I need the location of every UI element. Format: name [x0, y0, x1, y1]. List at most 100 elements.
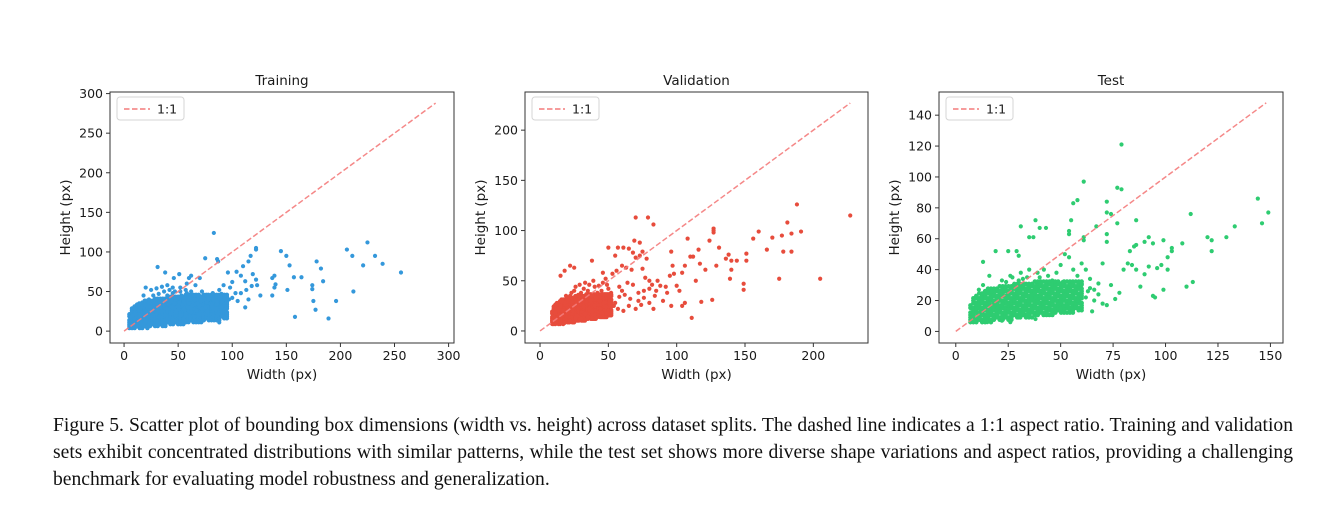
scatter-point: [726, 252, 731, 257]
scatter-point: [1117, 290, 1122, 295]
scatter-point: [184, 291, 189, 296]
scatter-point: [1004, 279, 1009, 285]
scatter-point: [1075, 198, 1080, 203]
scatter-point: [155, 264, 160, 270]
x-tick-label: 50: [1053, 348, 1069, 363]
scatter-point: [1066, 255, 1072, 260]
scatter-point: [163, 313, 168, 318]
scatter-point: [1066, 228, 1072, 234]
scatter-point: [158, 305, 163, 310]
scatter-point: [186, 275, 192, 281]
scatter-point: [1169, 248, 1174, 254]
scatter-point: [168, 311, 173, 316]
scatter-point: [1087, 286, 1093, 291]
scatter-point: [562, 320, 567, 326]
scatter-point: [1050, 307, 1055, 312]
scatter-point: [680, 303, 685, 308]
scatter-point: [165, 283, 170, 288]
scatter-point: [141, 322, 146, 327]
scatter-point: [217, 320, 222, 325]
scatter-point: [599, 288, 604, 293]
scatter-point: [630, 282, 636, 287]
legend-box: [531, 96, 600, 121]
scatter-point: [987, 301, 992, 306]
y-axis-label: Height (px): [58, 179, 74, 255]
scatter-point: [583, 311, 588, 316]
scatter-point: [744, 251, 749, 256]
scatter-point: [640, 266, 645, 271]
scatter-point: [567, 263, 573, 268]
scatter-point: [128, 319, 133, 324]
scatter-point: [645, 215, 651, 220]
scatter-point: [1037, 289, 1042, 294]
scatter-point: [132, 306, 137, 312]
scatter-point: [1150, 293, 1156, 298]
scatter-point: [1184, 284, 1189, 289]
x-axis-label: Width (px): [247, 367, 318, 383]
scatter-point: [572, 265, 577, 270]
scatter-point: [136, 314, 141, 319]
x-axis-label: Width (px): [661, 367, 732, 383]
scatter-point: [606, 286, 611, 291]
scatter-point: [1119, 142, 1124, 147]
scatter-point: [789, 231, 794, 236]
scatter-point: [1255, 196, 1260, 201]
scatter-point: [1041, 267, 1046, 272]
scatter-point: [161, 302, 167, 308]
x-tick-label: 75: [1105, 348, 1121, 363]
training-panel: Training 0 50 100 150 200 250 300 0 50 100 150 200 25…: [58, 73, 461, 383]
scatter-point: [1012, 282, 1017, 288]
scatter-point: [785, 220, 790, 225]
scatter-point: [1050, 278, 1055, 283]
scatter-point: [1127, 248, 1132, 254]
scatter-point: [170, 305, 175, 310]
scatter-point: [1054, 270, 1059, 275]
legend: 1:1: [945, 96, 1014, 121]
scatter-point: [1004, 301, 1009, 306]
scatter-point: [978, 307, 984, 312]
scatter-point: [589, 293, 595, 298]
scatter-point: [152, 317, 157, 322]
scatter-point: [651, 222, 656, 227]
scatter-point: [206, 297, 211, 302]
scatter-point: [143, 285, 148, 290]
scatter-point: [1100, 261, 1105, 266]
scatter-point: [211, 297, 216, 302]
scatter-point: [238, 291, 243, 296]
scatter-point: [169, 298, 174, 304]
scatter-point: [1169, 245, 1174, 251]
scatter-point: [311, 298, 316, 304]
scatter-point: [1232, 224, 1237, 229]
scatter-point: [170, 285, 175, 290]
scatter-point: [647, 300, 652, 305]
scatter-point: [318, 266, 324, 271]
scatter-point: [217, 295, 222, 300]
scatter-point: [637, 240, 642, 245]
scatter-point: [636, 298, 641, 303]
scatter-point: [710, 297, 715, 302]
scatter-point: [995, 306, 1000, 311]
scatter-point: [600, 270, 605, 275]
scatter-point: [569, 290, 574, 295]
scatter-point: [1037, 275, 1042, 280]
scatter-point: [398, 270, 404, 275]
scatter-point: [980, 282, 986, 288]
scatter-point: [176, 303, 181, 308]
scatter-point: [1142, 272, 1147, 277]
scatter-point: [1134, 242, 1139, 248]
scatter-point: [685, 236, 690, 241]
scatter-point: [223, 306, 228, 312]
chart-title: Training: [254, 73, 308, 89]
scatter-point: [621, 308, 626, 313]
scatter-point: [978, 316, 984, 322]
scatter-point: [744, 258, 749, 263]
scatter-point: [674, 283, 679, 288]
scatter-point: [611, 303, 616, 308]
scatter-point: [983, 304, 988, 309]
scatter-point: [1100, 301, 1105, 306]
scatter-point: [1006, 248, 1011, 254]
scatter-point: [591, 278, 596, 283]
scatter-point: [626, 303, 631, 308]
scatter-point: [619, 288, 625, 293]
